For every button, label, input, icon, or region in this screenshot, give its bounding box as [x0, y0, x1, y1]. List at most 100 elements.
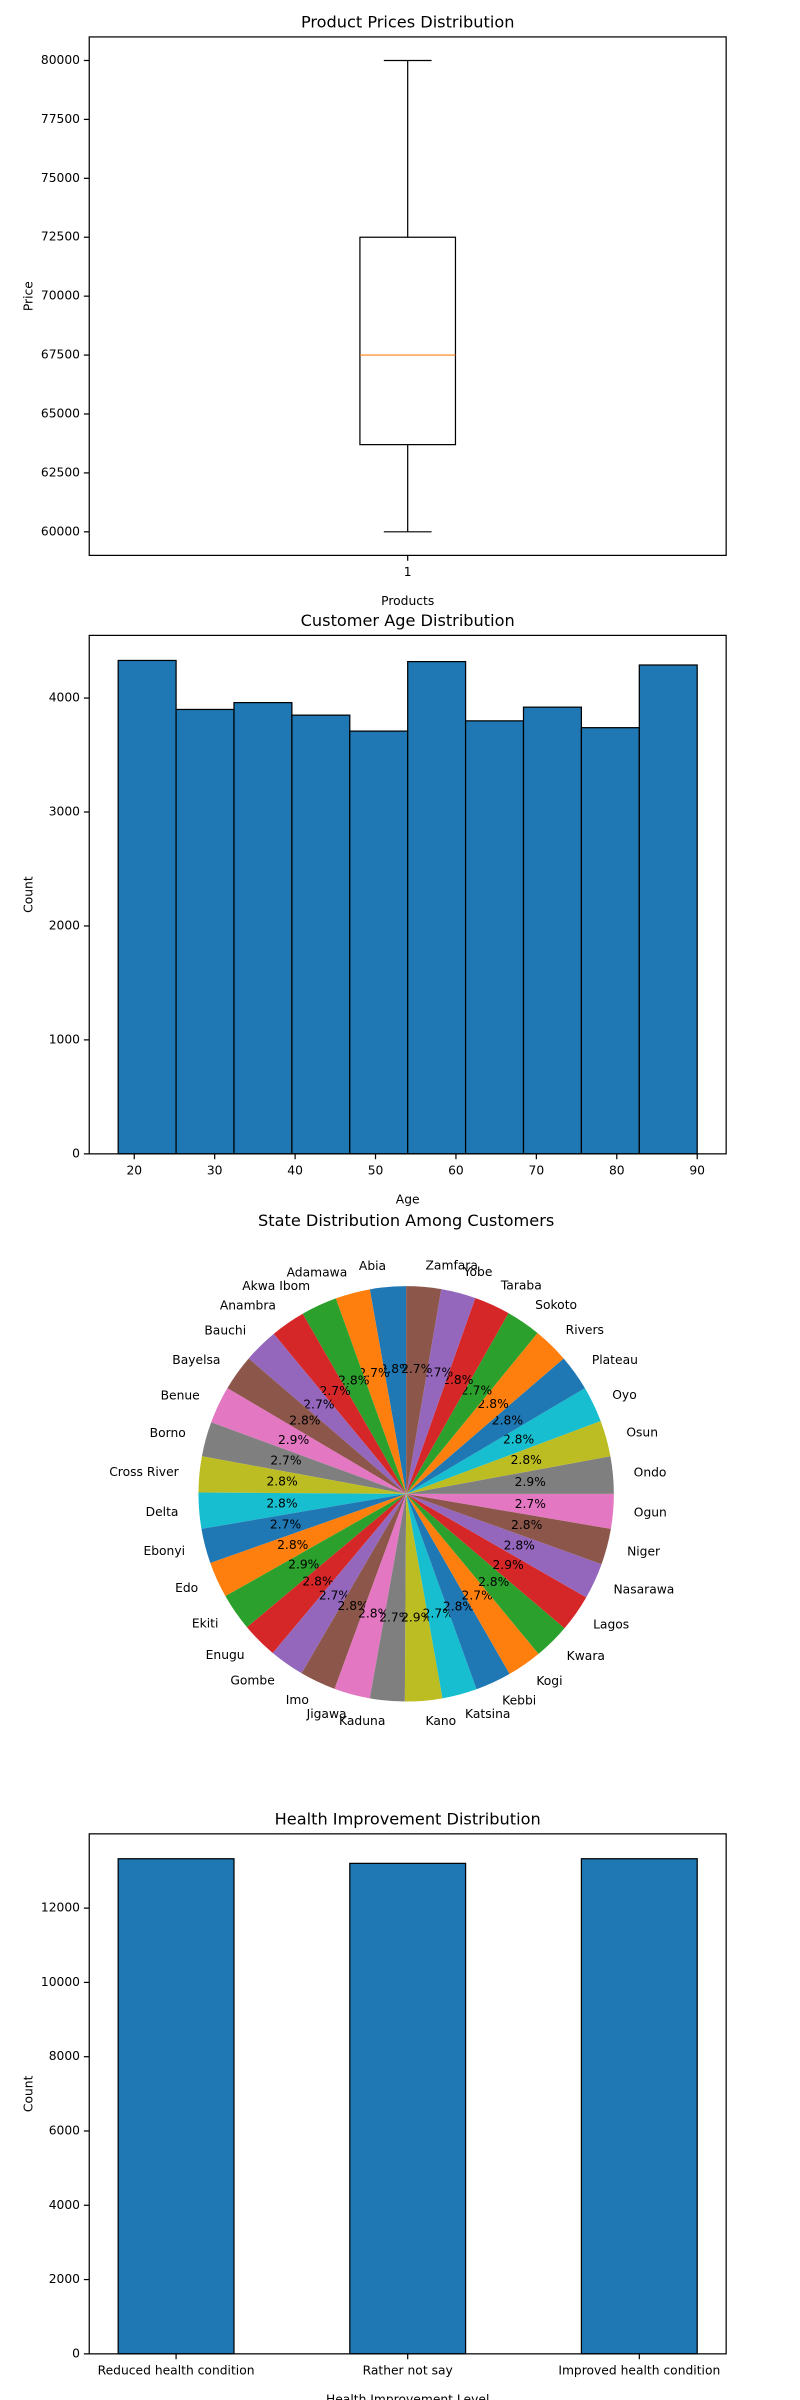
slice-percent: 2.8%: [478, 1575, 509, 1589]
slice-label: Yobe: [463, 1265, 493, 1279]
slice-label: Gombe: [230, 1673, 274, 1687]
slice-percent: 2.8%: [266, 1475, 297, 1489]
slice-percent: 2.8%: [442, 1373, 473, 1387]
chart-title: State Distribution Among Customers: [258, 1211, 554, 1230]
slice-percent: 2.8%: [302, 1574, 333, 1588]
x-tick-label: 20: [126, 1163, 142, 1177]
slice-label: Ondo: [634, 1466, 667, 1480]
pie-slice: [334, 1493, 407, 1699]
y-tick-label: 75000: [41, 171, 80, 185]
pie-slice: [406, 1286, 442, 1494]
slice-percent: 2.7%: [303, 1397, 334, 1411]
plot-frame: [88, 634, 727, 1155]
y-tick-label: 80000: [41, 53, 80, 67]
slice-label: Kogi: [536, 1674, 562, 1688]
bar: [117, 659, 177, 1155]
bar: [349, 1862, 467, 2355]
slice-percent: 2.7%: [358, 1366, 389, 1380]
bar: [464, 720, 525, 1155]
y-tick-label: 77500: [41, 112, 80, 126]
slice-label: Jigawa: [306, 1707, 347, 1721]
y-tick-label: 2000: [49, 918, 80, 932]
slice-percent: 2.8%: [511, 1453, 542, 1467]
x-axis-label: Age: [396, 1193, 420, 1207]
slice-label: Zamfara: [426, 1259, 478, 1273]
slice-percent: 2.8%: [380, 1362, 411, 1376]
pie-slice: [406, 1289, 476, 1494]
y-tick-label: 62500: [41, 465, 80, 479]
slice-label: Niger: [627, 1545, 661, 1559]
slice-label: Edo: [175, 1581, 198, 1595]
slice-percent: 2.8%: [277, 1538, 308, 1552]
x-tick-label: 80: [609, 1163, 625, 1177]
x-axis-label: Health Improvement Level: [326, 2393, 489, 2400]
slice-percent: 2.8%: [511, 1518, 542, 1532]
y-tick-label: 0: [72, 2346, 80, 2360]
pie-slice: [406, 1493, 602, 1598]
slice-percent: 2.7%: [319, 1588, 350, 1602]
y-tick-label: 4000: [49, 2198, 80, 2212]
slice-percent: 2.8%: [443, 1599, 474, 1613]
pie-slice: [198, 1492, 407, 1529]
y-tick-label: 72500: [41, 230, 80, 244]
chart-title: Product Prices Distribution: [301, 13, 515, 32]
pie-slice: [406, 1493, 539, 1674]
slice-percent: 2.7%: [270, 1518, 301, 1532]
pie-slice: [335, 1289, 407, 1494]
x-tick-label: 30: [207, 1163, 223, 1177]
pie-slice: [406, 1493, 477, 1699]
slice-label: Benue: [161, 1388, 200, 1402]
pie-slice: [302, 1298, 407, 1494]
slice-percent: 2.7%: [379, 1610, 410, 1624]
slice-label: Borno: [150, 1426, 186, 1440]
slice-percent: 2.8%: [492, 1414, 523, 1428]
slice-label: Plateau: [592, 1353, 638, 1367]
slice-percent: 2.7%: [401, 1362, 432, 1376]
pie-slice: [248, 1333, 407, 1494]
slice-percent: 2.7%: [462, 1589, 493, 1603]
pie-slice: [406, 1493, 565, 1654]
plot-frame: [88, 1833, 727, 2355]
pie-slice: [272, 1493, 407, 1674]
bar: [233, 701, 293, 1155]
x-tick-label: Rather not say: [363, 2363, 453, 2377]
y-axis-label: Count: [22, 876, 36, 913]
slice-label: Akwa Ibom: [242, 1279, 310, 1293]
slice-label: Abia: [359, 1259, 386, 1273]
bar: [117, 1858, 235, 2355]
pie-slice: [406, 1332, 564, 1494]
box: [359, 236, 457, 446]
slice-percent: 2.8%: [478, 1397, 509, 1411]
slice-percent: 2.7%: [320, 1384, 351, 1398]
slice-label: Nasarawa: [613, 1582, 674, 1596]
pie-slice: [246, 1493, 407, 1654]
plot-frame: [88, 36, 727, 556]
slice-label: Katsina: [465, 1707, 510, 1721]
y-tick-label: 1000: [49, 1032, 80, 1046]
slice-percent: 2.8%: [503, 1433, 534, 1447]
slice-percent: 2.7%: [423, 1607, 454, 1621]
pie-slice: [201, 1422, 407, 1494]
bar: [580, 727, 640, 1155]
pie-slice: [406, 1358, 585, 1494]
bar: [175, 708, 235, 1155]
slice-label: Kaduna: [339, 1714, 385, 1728]
slice-percent: 2.9%: [401, 1611, 432, 1625]
y-tick-label: 12000: [41, 1901, 80, 1915]
y-tick-label: 67500: [41, 348, 80, 362]
slice-label: Bauchi: [204, 1323, 246, 1337]
pie-slice: [406, 1493, 510, 1690]
y-tick-label: 65000: [41, 406, 80, 420]
slice-label: Bayelsa: [172, 1353, 220, 1367]
y-axis-label: Count: [22, 2075, 36, 2112]
pie-slice: [406, 1493, 587, 1629]
y-tick-label: 0: [72, 1146, 80, 1160]
slice-label: Anambra: [220, 1299, 276, 1313]
slice-percent: 2.8%: [338, 1373, 369, 1387]
x-tick-label: 40: [287, 1163, 303, 1177]
x-tick-label: Improved health condition: [558, 2363, 720, 2377]
y-tick-label: 4000: [49, 691, 80, 705]
slice-label: Sokoto: [535, 1298, 577, 1312]
pie-slice: [369, 1493, 407, 1702]
pie-slice: [406, 1421, 611, 1494]
